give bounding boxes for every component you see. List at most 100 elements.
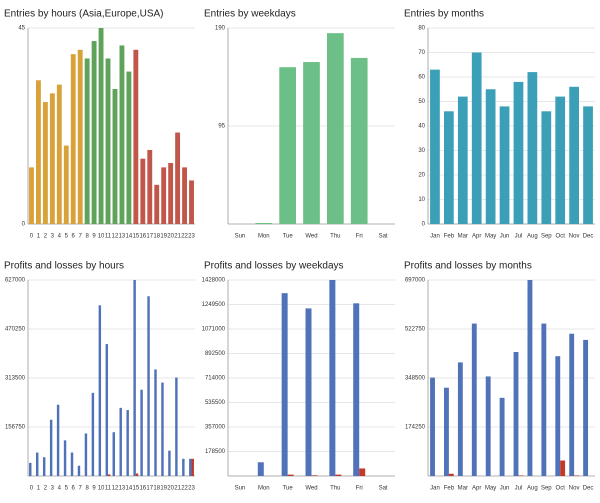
x-tick-label: 13 [119,234,126,240]
x-tick-label: 19 [160,486,167,492]
bar [499,106,510,224]
x-tick-label: Jan [430,234,440,240]
bar [175,132,181,224]
bar [555,96,566,224]
x-tick-label: Nov [569,234,580,240]
bar [281,293,288,476]
x-tick-label: Apr [472,234,481,240]
x-tick-label: 1 [37,234,41,240]
y-tick-label: 10 [418,197,425,203]
bar [36,80,41,225]
y-tick-label: 1071000 [202,327,226,333]
bar [569,86,579,224]
x-tick-label: 17 [146,234,153,240]
x-tick-label: 16 [139,234,146,240]
bar [154,369,157,476]
x-tick-label: Mar [458,234,468,240]
x-tick-label: Feb [444,234,455,240]
x-tick-label: Sat [379,234,388,240]
bar [448,473,454,476]
bar [29,167,34,224]
x-tick-label: Oct [556,486,566,492]
x-tick-label: 8 [85,234,89,240]
bar [133,280,136,476]
chart-title: Entries by months [404,9,484,20]
bar [444,387,449,476]
bar [430,69,440,225]
bar [518,475,524,476]
bar [119,407,122,476]
x-tick-label: 9 [92,234,96,240]
y-tick-label: 892500 [205,351,226,357]
x-tick-label: Wed [305,486,317,492]
bar [56,84,62,224]
bar [444,111,454,224]
x-tick-label: Fri [356,234,363,240]
x-tick-label: 5 [65,486,69,492]
bar [133,49,139,225]
x-tick-label: 15 [133,234,140,240]
x-tick-label: Mar [458,486,468,492]
bar [147,149,153,224]
bar [485,89,496,224]
x-tick-label: 1 [37,486,41,492]
y-tick-label: 1249500 [202,302,226,308]
bar [126,410,129,476]
y-tick-label: 1428000 [202,278,226,284]
chart-title: Profits and losses by months [404,261,532,272]
bar [161,382,164,476]
bar [126,71,132,224]
bar [541,111,552,224]
bar [91,41,97,224]
y-tick-label: 535500 [205,400,226,406]
x-tick-label: 2 [44,234,48,240]
x-tick-label: 23 [188,486,195,492]
bar [457,362,463,476]
x-tick-label: Nov [569,486,580,492]
y-tick-label: 95 [218,124,225,130]
x-tick-label: 20 [167,234,174,240]
bar [112,432,115,476]
x-tick-label: 3 [51,234,55,240]
bar [350,57,368,225]
bar [140,389,143,476]
x-tick-label: 15 [133,486,140,492]
x-tick-label: 14 [126,234,133,240]
bar [471,52,482,224]
bar [108,474,111,476]
chart-title: Entries by weekdays [204,9,296,20]
bar [56,404,60,476]
bar [70,54,76,225]
bar [329,280,336,476]
bar [98,28,104,224]
bar [168,163,174,224]
bar [189,458,192,476]
x-tick-label: 12 [112,234,119,240]
x-tick-label: Thu [330,486,340,492]
bar [583,106,593,224]
bar [471,323,477,476]
bar [191,458,194,476]
y-tick-label: 174250 [405,425,426,431]
x-tick-label: Jan [430,486,440,492]
bar [499,397,505,476]
x-tick-label: 4 [58,234,62,240]
y-tick-label: 627000 [5,278,26,284]
y-tick-label: 522750 [405,327,426,333]
y-tick-label: 0 [22,222,26,228]
bar [527,280,533,476]
x-tick-label: 20 [167,486,174,492]
x-tick-label: 23 [188,234,195,240]
bar [98,305,102,476]
x-tick-label: May [485,234,496,240]
x-tick-label: 0 [30,486,34,492]
x-tick-label: Tue [283,234,294,240]
bar [182,167,187,224]
x-tick-label: Aug [527,234,538,240]
x-tick-label: 6 [72,486,76,492]
x-tick-label: Thu [330,234,340,240]
bar [49,419,53,476]
bar [359,468,366,476]
bar [327,33,344,224]
bar [287,474,294,476]
